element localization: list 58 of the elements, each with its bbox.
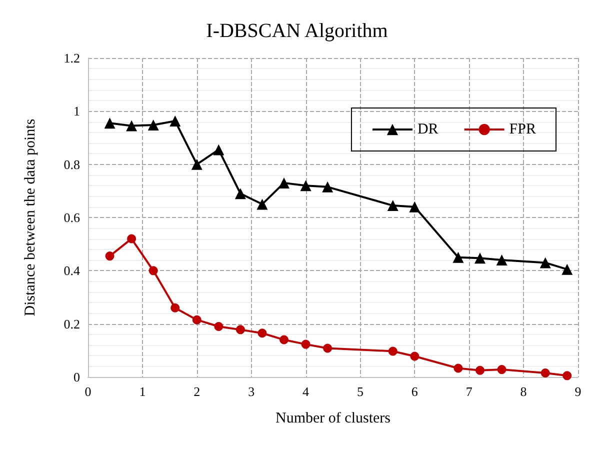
x-axis-title: Number of clusters bbox=[276, 410, 391, 426]
point bbox=[214, 322, 224, 331]
y-tick-label: 0.6 bbox=[64, 210, 80, 225]
y-axis-title: Distance between the data points bbox=[22, 118, 38, 316]
point bbox=[388, 346, 398, 356]
point bbox=[452, 252, 464, 263]
point bbox=[104, 118, 116, 129]
y-tick-label: 0.4 bbox=[64, 263, 80, 278]
point bbox=[496, 254, 508, 266]
point bbox=[192, 315, 202, 324]
point bbox=[280, 335, 288, 344]
x-tick-label: 3 bbox=[248, 384, 255, 399]
chart-title: I-DBSCAN Algorithm bbox=[206, 20, 388, 42]
point bbox=[540, 257, 551, 268]
x-tick-label: 2 bbox=[194, 384, 200, 399]
point bbox=[562, 264, 573, 275]
y-tick-label: 0.2 bbox=[64, 316, 80, 332]
x-tick-label: 1 bbox=[139, 384, 146, 399]
x-tick-label: 6 bbox=[411, 384, 418, 399]
x-tick-label: 9 bbox=[574, 384, 582, 399]
point bbox=[301, 340, 310, 349]
point bbox=[105, 252, 114, 261]
point bbox=[410, 352, 420, 361]
point bbox=[409, 201, 420, 212]
point bbox=[562, 371, 572, 380]
point bbox=[191, 158, 202, 170]
point bbox=[170, 116, 181, 127]
point bbox=[454, 364, 463, 373]
point bbox=[497, 365, 506, 374]
x-tick-label: 4 bbox=[302, 384, 310, 399]
x-tick-label: 5 bbox=[356, 384, 364, 399]
y-tick-label: 1.2 bbox=[64, 50, 80, 66]
point bbox=[148, 119, 159, 130]
point bbox=[258, 328, 267, 338]
point bbox=[170, 303, 180, 312]
point bbox=[323, 344, 332, 353]
point bbox=[476, 366, 484, 375]
point bbox=[234, 188, 246, 200]
point bbox=[540, 368, 550, 378]
point bbox=[213, 144, 224, 156]
point bbox=[300, 180, 312, 192]
point bbox=[236, 325, 245, 334]
point bbox=[474, 252, 486, 264]
point bbox=[126, 120, 138, 132]
point bbox=[256, 198, 268, 210]
point bbox=[278, 177, 290, 188]
y-tick-label: 0.8 bbox=[64, 156, 80, 172]
point bbox=[127, 234, 136, 244]
x-tick-label: 7 bbox=[466, 384, 473, 399]
point bbox=[148, 266, 158, 276]
y-tick-label: 1 bbox=[74, 104, 80, 119]
y-tick-label: 0 bbox=[74, 370, 80, 384]
x-tick-label: 0 bbox=[84, 384, 92, 399]
point bbox=[387, 200, 398, 212]
point bbox=[322, 181, 334, 192]
legend-label: DR bbox=[417, 122, 438, 138]
x-tick-label: 8 bbox=[520, 384, 527, 399]
legend-label: FPR bbox=[509, 122, 536, 138]
